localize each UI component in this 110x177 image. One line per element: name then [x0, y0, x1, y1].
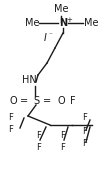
Text: HN: HN	[22, 75, 37, 85]
Text: F: F	[82, 127, 87, 136]
Text: F: F	[8, 113, 13, 121]
Text: O: O	[10, 96, 18, 106]
Text: +: +	[66, 17, 72, 23]
Text: =: =	[43, 96, 51, 106]
Text: F: F	[82, 113, 87, 122]
Text: ⁻: ⁻	[48, 32, 52, 38]
Text: Me: Me	[84, 18, 98, 28]
Text: F: F	[70, 96, 76, 106]
Text: Me: Me	[54, 4, 68, 14]
Text: F: F	[60, 132, 65, 141]
Text: F: F	[60, 144, 65, 153]
Text: O: O	[57, 96, 65, 106]
Text: F: F	[8, 125, 13, 135]
Text: S: S	[33, 96, 39, 106]
Text: =: =	[20, 96, 28, 106]
Text: Me: Me	[25, 18, 39, 28]
Text: F: F	[82, 139, 87, 149]
Text: I: I	[44, 33, 46, 43]
Text: F: F	[36, 144, 41, 153]
Text: N: N	[59, 18, 67, 28]
Text: F: F	[36, 132, 41, 141]
